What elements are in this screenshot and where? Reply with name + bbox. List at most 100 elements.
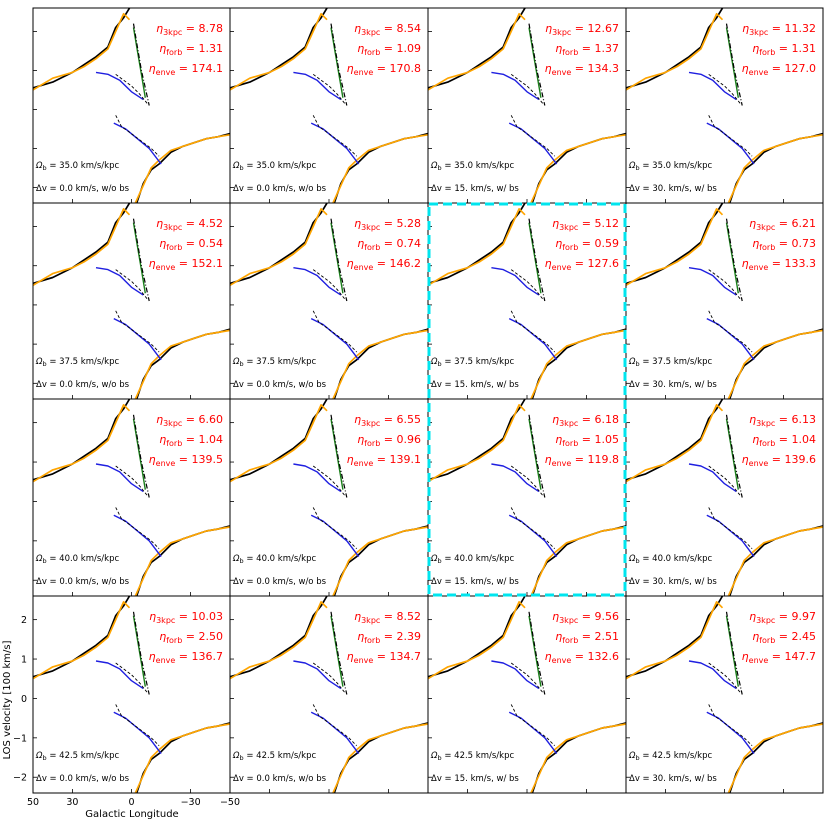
eta-forb-label: ηforb = 1.09 — [357, 42, 421, 57]
series-line-reference — [115, 507, 160, 550]
series-line-model — [332, 723, 428, 793]
series-line-model — [727, 526, 823, 596]
omega-label: Ωb = 40.0 km/s/kpc — [232, 554, 316, 565]
eta-forb-label: ηforb = 1.05 — [555, 433, 619, 448]
eta-forb-label: ηforb = 1.04 — [752, 433, 816, 448]
series-line-3kpc-arm-far- — [113, 122, 162, 165]
series-line-reference — [115, 115, 160, 157]
series-line-3kpc-arm-near- — [688, 71, 737, 101]
series-line-model — [33, 601, 131, 680]
eta-forb-label: ηforb = 1.31 — [159, 42, 223, 57]
dv-label: Δv = 15. km/s, w/ bs — [431, 184, 519, 194]
series-line-3kpc-arm-near- — [293, 660, 342, 690]
highlight-box — [427, 202, 627, 597]
panel: η3kpc = 6.21 ηforb = 0.73 ηenve = 133.3 Ωb … — [626, 203, 823, 399]
panel-frame — [229, 595, 429, 794]
series-line-model — [230, 601, 328, 680]
series-line-model — [530, 526, 626, 596]
eta-3kpc-label: η3kpc = 8.54 — [354, 22, 421, 37]
series-line-forbidden — [132, 222, 146, 294]
panel-lines — [230, 399, 428, 596]
series-line-model — [134, 133, 230, 203]
omega-label: Ωb = 42.5 km/s/kpc — [232, 751, 316, 762]
series-line-reference — [330, 23, 348, 106]
series-line-3kpc-arm-near- — [293, 463, 342, 493]
series-line-3kpc-arm-near- — [688, 267, 737, 296]
series-line-reference — [115, 269, 148, 300]
x-tick-label: 50 — [27, 797, 39, 808]
series-line-forbidden — [725, 222, 739, 294]
panel-frame — [427, 202, 627, 400]
series-line-forbidden — [725, 615, 739, 687]
series-line-observed — [626, 596, 724, 678]
panel: η3kpc = 6.55 ηforb = 0.96 ηenve = 139.1 Ωb … — [230, 399, 428, 596]
eta-3kpc-label: η3kpc = 8.78 — [156, 22, 223, 37]
eta-3kpc-label: η3kpc = 10.03 — [149, 610, 223, 625]
series-line-forbidden — [330, 222, 344, 294]
series-line-reference — [330, 414, 348, 498]
series-line-3kpc-arm-far- — [508, 514, 558, 558]
eta-forb-label: ηforb = 0.54 — [159, 237, 223, 252]
series-line-reference — [312, 310, 358, 353]
panel: η3kpc = 4.52 ηforb = 0.54 ηenve = 152.1 Ωb … — [33, 203, 230, 399]
series-line-observed — [626, 203, 724, 285]
series-line-model — [428, 208, 526, 287]
dv-label: Δv = 0.0 km/s, w/o bs — [36, 577, 130, 587]
dv-label: Δv = 0.0 km/s, w/o bs — [233, 774, 327, 784]
series-line-reference — [312, 507, 358, 550]
series-line-reference — [725, 611, 743, 695]
panel-lines — [626, 8, 823, 203]
series-line-reference — [708, 662, 741, 693]
series-line-3kpc-arm-near- — [293, 267, 342, 296]
series-line-reference — [708, 465, 741, 496]
eta-forb-label: ηforb = 2.45 — [752, 630, 816, 645]
series-line-observed — [230, 8, 328, 89]
series-line-reference — [725, 414, 743, 498]
panel-lines — [626, 399, 823, 596]
panel-lines — [428, 399, 626, 596]
eta-enve-label: ηenve = 174.1 — [149, 62, 223, 77]
panel-lines — [230, 596, 428, 793]
omega-label: Ωb = 35.0 km/s/kpc — [628, 161, 712, 172]
series-line-model — [530, 329, 626, 399]
series-line-3kpc-arm-far- — [706, 122, 755, 165]
series-line-reference — [115, 73, 148, 104]
eta-enve-label: ηenve = 139.5 — [149, 453, 223, 468]
series-line-reference — [528, 218, 546, 302]
series-line-reference — [510, 73, 544, 104]
series-line-observed — [33, 596, 131, 678]
series-line-observed — [230, 596, 328, 678]
x-tick-label: −30 — [181, 797, 201, 808]
series-line-reference — [132, 611, 150, 695]
panel: η3kpc = 6.18 ηforb = 1.05 ηenve = 119.8 Ωb … — [428, 399, 626, 596]
series-line-model — [332, 526, 428, 596]
panel: η3kpc = 11.32 ηforb = 1.31 ηenve = 127.0 Ωb… — [626, 8, 823, 203]
series-line-3kpc-arm-far- — [706, 711, 755, 755]
series-line-model — [230, 208, 328, 287]
series-line-3kpc-arm-far- — [310, 711, 360, 755]
omega-label: Ωb = 37.5 km/s/kpc — [35, 357, 119, 368]
series-line-observed — [428, 596, 526, 678]
dv-label: Δv = 15. km/s, w/ bs — [431, 774, 519, 784]
panel-lines — [428, 203, 626, 399]
panel: η3kpc = 8.54 ηforb = 1.09 ηenve = 170.8 Ωb … — [230, 8, 428, 203]
eta-enve-label: ηenve = 139.1 — [347, 453, 421, 468]
eta-3kpc-label: η3kpc = 6.55 — [354, 413, 421, 428]
series-line-reference — [708, 73, 741, 104]
series-line-model — [626, 601, 724, 680]
omega-label: Ωb = 40.0 km/s/kpc — [628, 554, 712, 565]
eta-3kpc-label: η3kpc = 11.32 — [742, 22, 816, 37]
dv-label: Δv = 30. km/s, w/ bs — [629, 184, 717, 194]
series-line-observed — [626, 399, 724, 481]
series-line-reference — [510, 704, 556, 747]
eta-forb-label: ηforb = 2.51 — [555, 630, 619, 645]
eta-forb-label: ηforb = 0.96 — [357, 433, 421, 448]
x-axis-label: Galactic Longitude — [85, 809, 178, 820]
panel-lines — [626, 203, 823, 399]
panel-lines — [230, 203, 428, 399]
series-line-model — [33, 208, 131, 287]
panel-frame — [427, 595, 627, 794]
series-line-observed — [626, 8, 724, 89]
eta-3kpc-label: η3kpc = 8.52 — [354, 610, 421, 625]
series-line-model — [134, 329, 230, 399]
